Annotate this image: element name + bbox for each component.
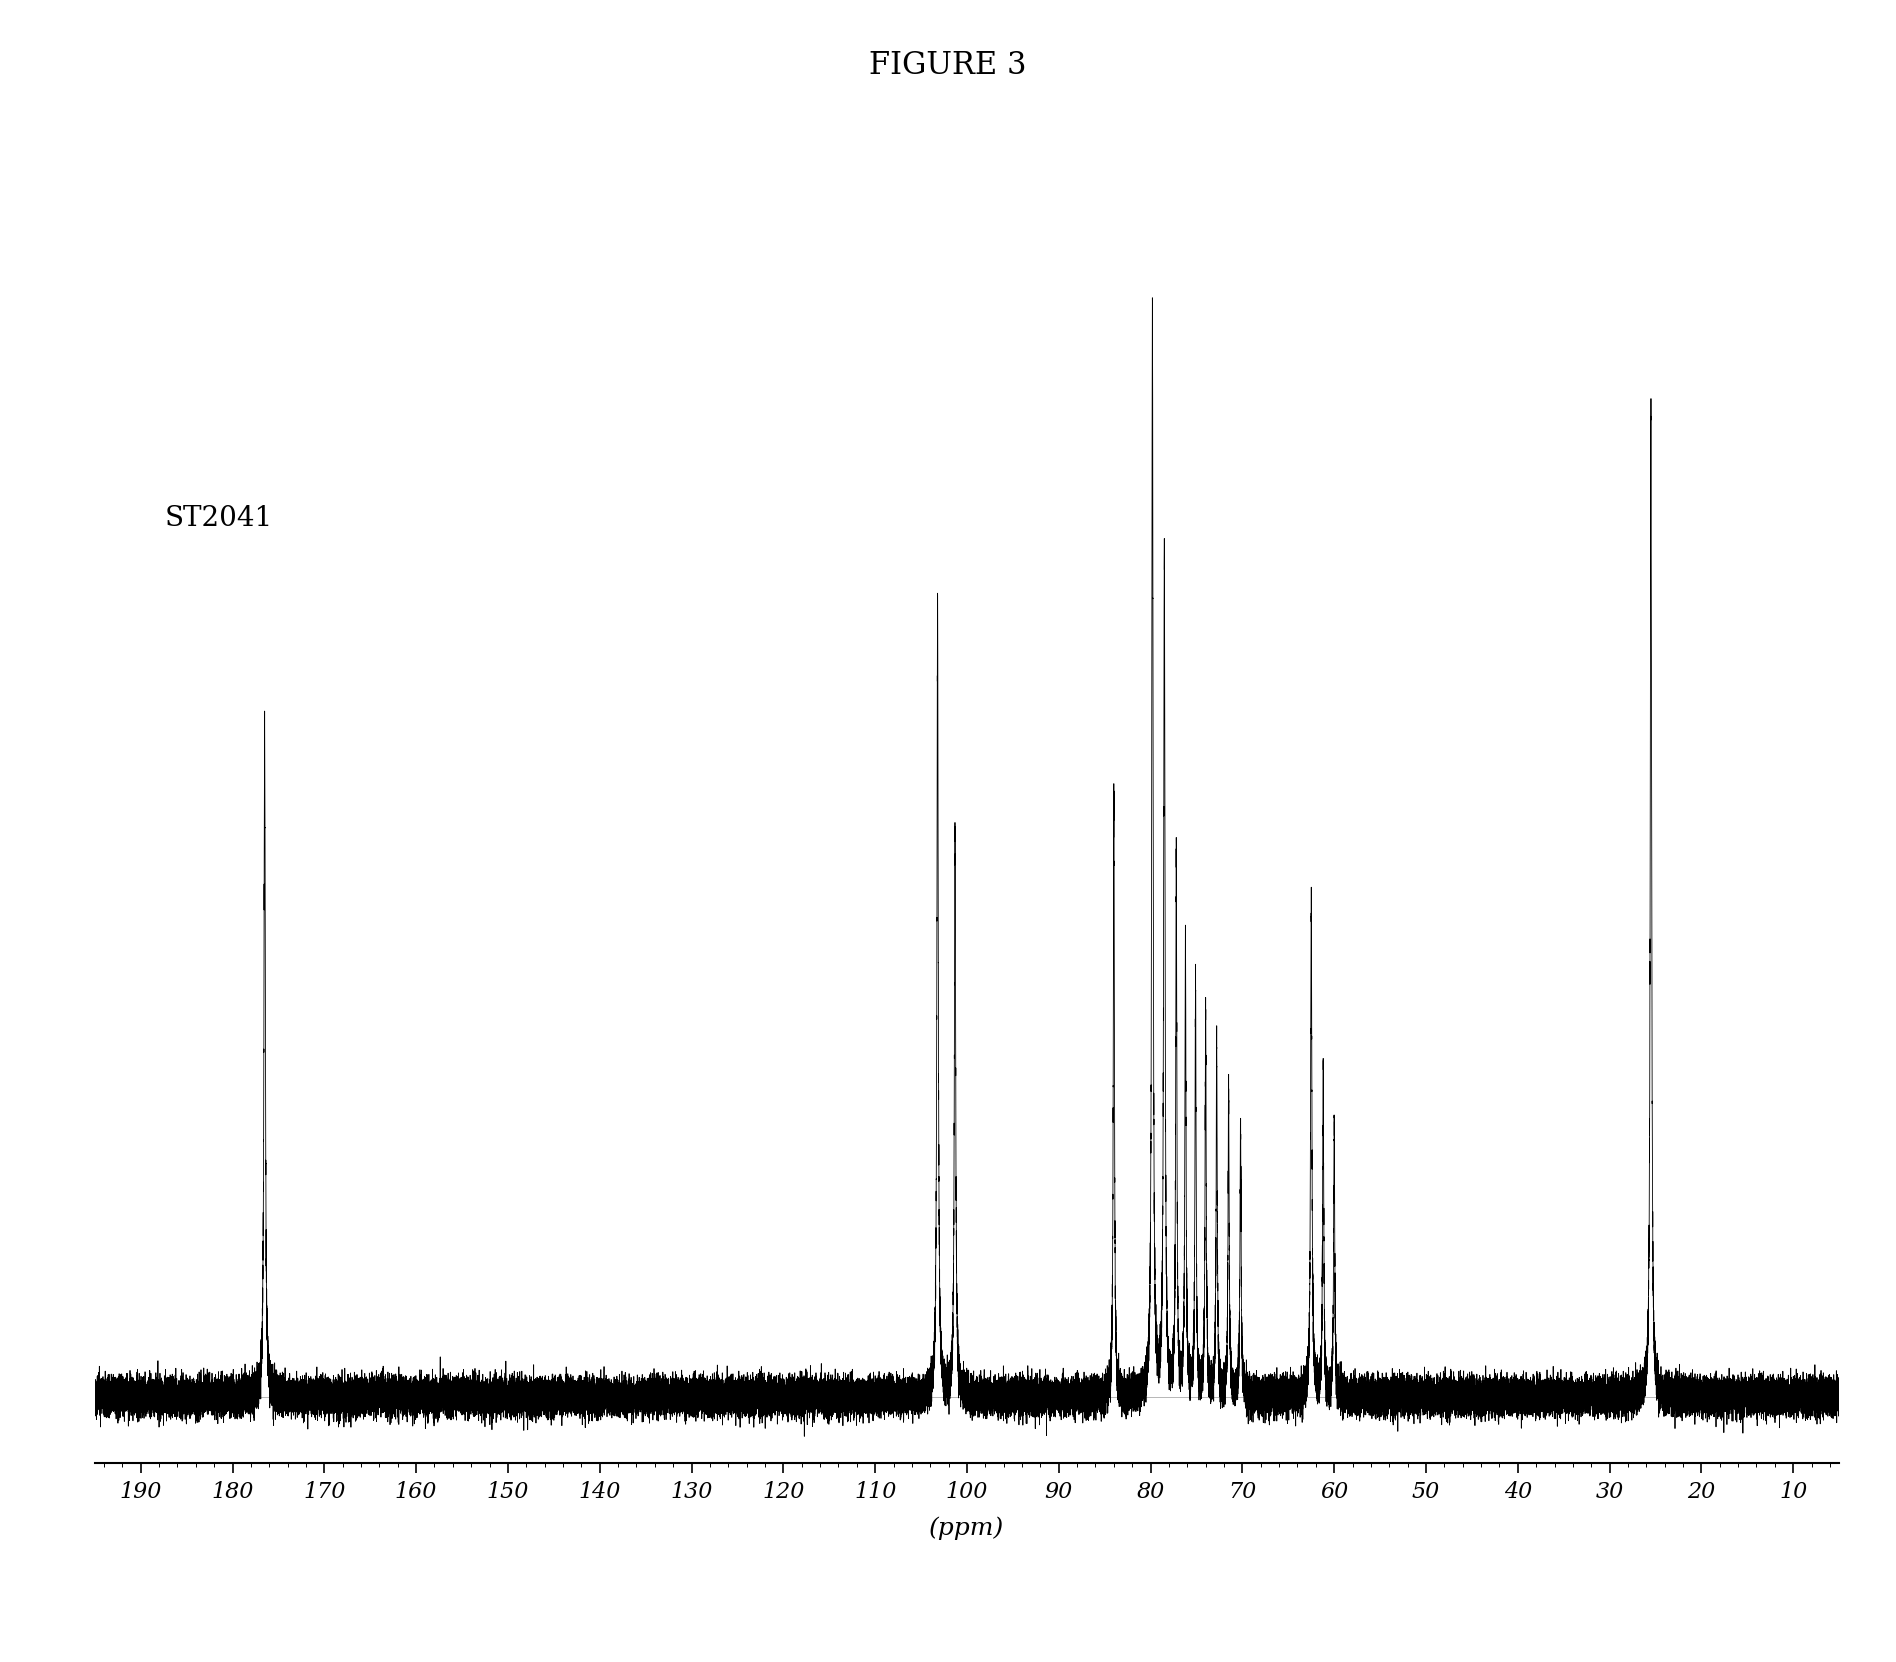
Text: FIGURE 3: FIGURE 3 — [868, 50, 1028, 81]
Text: ST2041: ST2041 — [165, 505, 273, 532]
X-axis label: (ppm): (ppm) — [929, 1516, 1005, 1541]
